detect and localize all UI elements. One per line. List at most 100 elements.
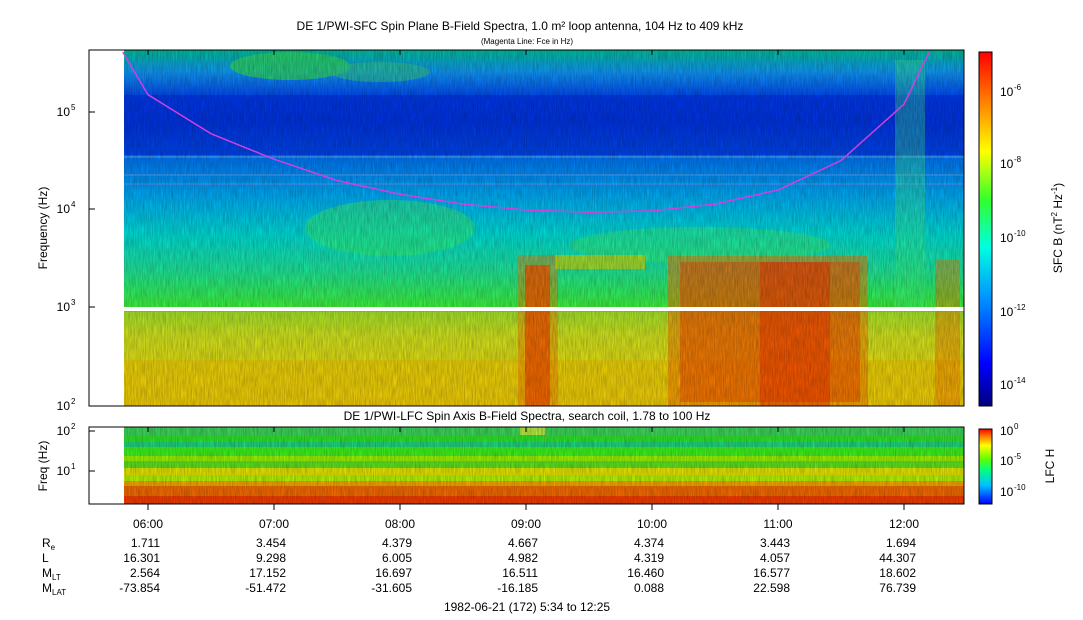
svg-text:0: 0 [1014,422,1019,431]
cbar1-tick-1e-10: 10 -10 [1000,229,1026,245]
time-axis: 06:00 07:00 08:00 09:00 10:00 11:00 12:00 [133,50,919,531]
svg-text:10: 10 [1000,454,1014,468]
time-range-footer: 1982-06-21 (172) 5:34 to 12:25 [444,600,610,614]
ephemeris-value: 1.711 [131,536,160,550]
svg-text:-10: -10 [1014,483,1026,492]
svg-text:2: 2 [71,397,76,406]
ephemeris-value: -31.605 [371,581,412,595]
ephemeris-value: 4.374 [634,536,664,550]
ephemeris-value: 6.005 [382,551,412,565]
svg-text:5: 5 [71,103,76,112]
ephemeris-value: 22.598 [753,581,790,595]
svg-text:10: 10 [1000,85,1014,99]
fce-line [122,51,930,213]
panel1-spectrogram [89,50,964,406]
svg-text:-6: -6 [1014,83,1022,92]
ephemeris-value: 4.379 [382,536,412,550]
ephemeris-value: 44.307 [879,551,916,565]
svg-text:4: 4 [71,200,76,209]
svg-text:10: 10 [1000,378,1014,392]
time-tick-label: 09:00 [511,517,541,531]
panel2-yaxis: 10 2 10 1 [57,422,95,478]
svg-text:10: 10 [57,464,71,478]
cbar1-tick-1e-12: 10 -12 [1000,303,1026,319]
svg-text:1: 1 [71,462,76,471]
ephemeris-value: 4.982 [508,551,538,565]
panel1-title: DE 1/PWI-SFC Spin Plane B-Field Spectra,… [297,19,744,33]
ephemeris-value: 16.460 [627,566,664,580]
panel2-colorbar-label: LFC H [1043,449,1057,484]
svg-text:2: 2 [71,422,76,431]
panel2-colorbar-ticks: 10 0 10 -5 10 -10 [1000,422,1026,499]
svg-text:10: 10 [57,300,71,314]
cbar1-tick-1e-8: 10 -8 [1000,155,1022,171]
svg-text:-5: -5 [1014,452,1022,461]
ephemeris-value: -51.472 [245,581,286,595]
panel1-subtitle: (Magenta Line: Fce in Hz) [481,37,573,46]
svg-text:10: 10 [57,202,71,216]
svg-text:10: 10 [57,399,71,413]
ephemeris-value: 17.152 [249,566,286,580]
svg-text:-12: -12 [1014,303,1026,312]
ephemeris-value: -16.185 [497,581,538,595]
panel1-yaxis: 10 2 10 3 10 4 10 5 [57,103,95,413]
ephemeris-row-label: MLAT [42,581,66,597]
panel2-colorbar [978,428,993,505]
svg-text:-14: -14 [1014,376,1026,385]
ephemeris-row-label: MLT [42,566,61,582]
svg-text:10: 10 [1000,305,1014,319]
panel2-ylabel: Freq (Hz) [36,441,50,492]
panel1-colorbar-ticks: 10 -6 10 -8 10 -10 10 -12 10 -14 [1000,83,1026,392]
cbar1-tick-1e-14: 10 -14 [1000,376,1026,392]
ephemeris-value: 16.697 [375,566,412,580]
ephemeris-value: 18.602 [879,566,916,580]
svg-text:10: 10 [1000,485,1014,499]
time-tick-label: 07:00 [259,517,289,531]
time-tick-label: 12:00 [889,517,919,531]
ytick-1e4: 10 4 [57,200,76,216]
svg-text:10: 10 [1000,231,1014,245]
panel1-colorbar-label: SFC B (nT2 Hz-1) [1050,183,1065,273]
ephemeris-value: 4.057 [760,551,790,565]
svg-text:10: 10 [57,105,71,119]
svg-text:10: 10 [1000,424,1014,438]
ephemeris-row-label: L [42,551,49,565]
ephemeris-value: 76.739 [879,581,916,595]
ephemeris-value: 3.454 [256,536,286,550]
ephemeris-value: 2.564 [130,566,160,580]
ephemeris-value: 16.511 [502,566,538,580]
ytick-1e2: 10 2 [57,397,76,413]
ephemeris-value: 3.443 [760,536,790,550]
ephemeris-value: 0.088 [634,581,664,595]
ephemeris-value: 4.319 [634,551,664,565]
panel1-colorbar [978,51,993,407]
svg-text:10: 10 [1000,157,1014,171]
ephemeris-row-label: Re [42,536,56,552]
ytick2-1e2: 10 2 [57,422,76,438]
cbar2-tick-1e0: 10 0 [1000,422,1019,438]
time-tick-label: 08:00 [385,517,415,531]
ytick-1e3: 10 3 [57,298,76,314]
svg-text:10: 10 [57,424,71,438]
svg-text:-10: -10 [1014,229,1026,238]
panel1-ylabel: Frequency (Hz) [36,187,50,270]
time-tick-label: 10:00 [637,517,667,531]
time-tick-label: 06:00 [133,517,163,531]
ytick2-1e1: 10 1 [57,462,76,478]
ephemeris-value: -73.854 [119,581,160,595]
cbar2-tick-1e-10: 10 -10 [1000,483,1026,499]
ephemeris-value: 4.667 [508,536,538,550]
svg-text:3: 3 [71,298,76,307]
ephemeris-values: 1.711 3.454 4.379 4.667 4.374 3.443 1.694 16.30… [119,536,916,595]
ephemeris-value: 1.694 [886,536,916,550]
ephemeris-value: 16.577 [753,566,790,580]
ephemeris-value: 16.301 [123,551,160,565]
ephemeris-value: 9.298 [256,551,286,565]
ytick-1e5: 10 5 [57,103,76,119]
svg-text:-8: -8 [1014,155,1022,164]
cbar1-tick-1e-6: 10 -6 [1000,83,1022,99]
cbar2-tick-1e-5: 10 -5 [1000,452,1022,468]
panel2-spectrogram [89,427,964,504]
